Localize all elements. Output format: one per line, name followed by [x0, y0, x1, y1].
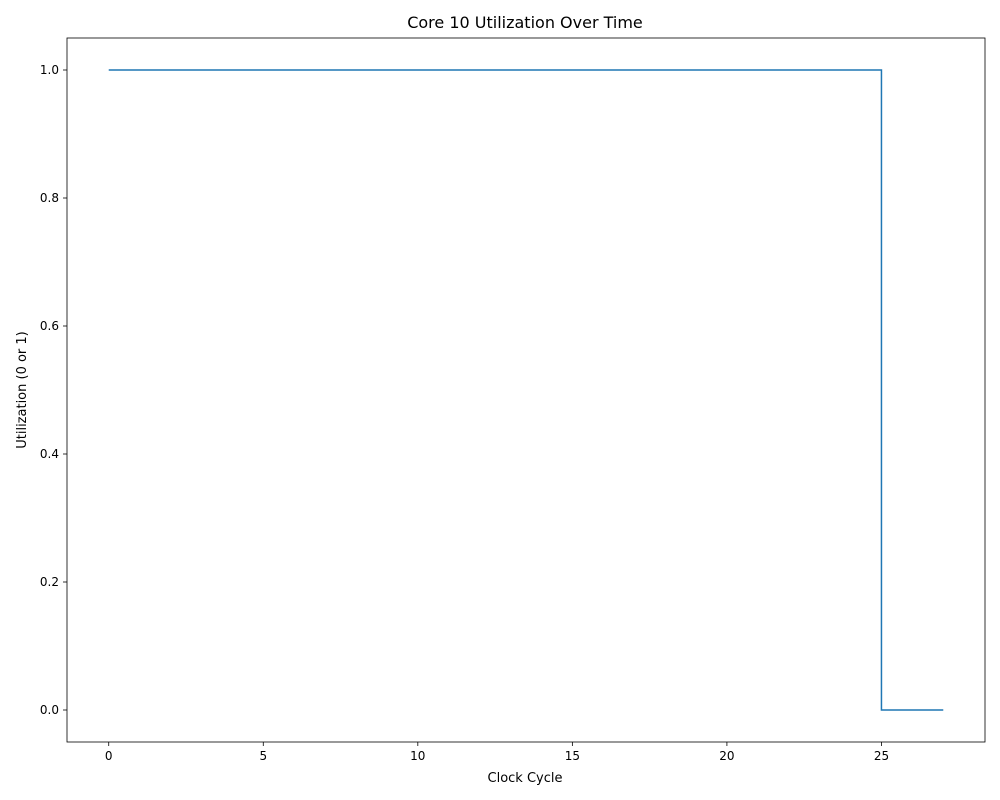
y-tick-label: 0.4 — [40, 447, 59, 461]
x-tick-label: 10 — [410, 749, 425, 763]
x-tick-label: 5 — [259, 749, 267, 763]
x-axis-label: Clock Cycle — [488, 771, 563, 786]
x-tick-label: 15 — [565, 749, 580, 763]
plot-area: 0 5 10 15 20 25 0.0 0.2 0.4 0.6 0.8 1.0 — [40, 37, 986, 763]
x-tick-label: 0 — [105, 749, 113, 763]
x-tick-label: 25 — [874, 749, 889, 763]
y-tick-label: 0.6 — [40, 319, 59, 333]
x-tick-label: 20 — [719, 749, 734, 763]
y-tick-label: 0.0 — [40, 703, 59, 717]
y-tick-label: 0.2 — [40, 575, 59, 589]
y-axis-label: Utilization (0 or 1) — [15, 331, 30, 449]
chart-title: Core 10 Utilization Over Time — [407, 13, 643, 32]
plot-frame — [66, 37, 986, 743]
y-tick-label: 1.0 — [40, 63, 59, 77]
series-line-0 — [108, 69, 944, 711]
y-tick-label: 0.8 — [40, 191, 59, 205]
